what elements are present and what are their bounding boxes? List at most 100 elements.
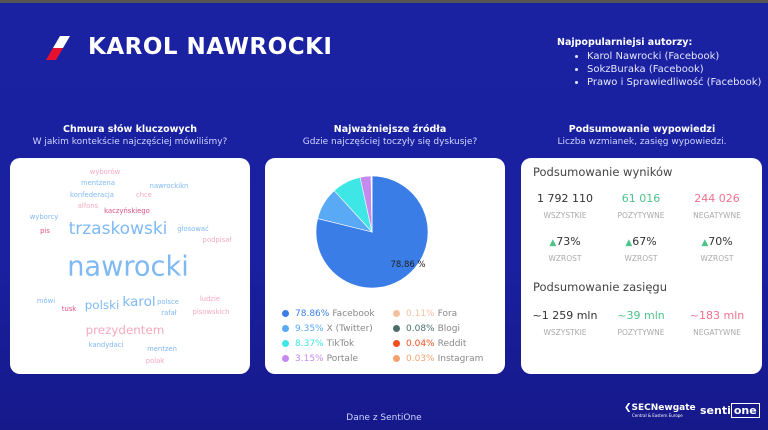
legend-item: 0.04% Reddit	[393, 339, 466, 349]
top-bar	[0, 0, 768, 3]
flag-logo-icon	[46, 36, 70, 60]
legend-dot-icon	[393, 310, 400, 317]
wordcloud-card: wyborów mentzena nawrockikn konfederacja chc…	[10, 158, 250, 374]
legend-dot-icon	[393, 355, 400, 362]
arrow-up-icon: ▲	[701, 238, 709, 248]
legend-item: 8.37% TikTok	[282, 339, 354, 349]
stat-value: 61 016	[621, 192, 661, 205]
reach-stat: ~39 mln POZYTYWNE	[601, 309, 681, 337]
section-subtitle: Liczba wzmianek, zasięg wypowiedzi.	[557, 137, 727, 147]
word-cloud-word: chce	[136, 191, 152, 199]
legend-item: 3.15% Portale	[282, 354, 358, 364]
word-cloud-word: prezydentem	[85, 323, 165, 337]
author-item: SokzBuraka (Facebook)	[587, 63, 761, 76]
legend-value: 3.15%	[295, 354, 324, 364]
stat-label: NEGATYWNE	[693, 328, 741, 337]
word-cloud-word: pisowskich	[192, 308, 230, 316]
legend-value: 9.35%	[295, 324, 324, 334]
word-cloud-word: wyborów	[89, 168, 121, 176]
reach-stat: ~1 259 mln WSZYSTKIE	[525, 309, 605, 337]
legend-value: 0.03%	[406, 354, 435, 364]
stat-value: ~39 mln	[617, 309, 665, 322]
legend-value: 78.86%	[295, 309, 330, 319]
stat-label: POZYTYWNE	[617, 328, 665, 337]
author-item: Prawo i Sprawiedliwość (Facebook)	[587, 76, 761, 89]
legend-value: 8.37%	[295, 339, 324, 349]
legend-label: Facebook	[332, 309, 375, 319]
arrow-up-icon: ▲	[625, 238, 633, 248]
stat-label: WZROST	[548, 254, 582, 263]
page-title: KAROL NAWROCKI	[88, 34, 333, 60]
word-cloud-word: nawrockikn	[149, 182, 189, 190]
wordcloud-heading: Chmura słów kluczowych W jakim kontekście…	[0, 124, 260, 147]
stat-label: WZROST	[700, 254, 734, 263]
stat-label: WSZYSTKIE	[543, 211, 587, 220]
stat-label: NEGATYWNE	[693, 211, 741, 220]
stat-value: ~1 259 mln	[532, 309, 598, 322]
secnewgate-logo: ❮SECNewgate Central & Eastern Europe	[624, 403, 696, 418]
reach-title: Podsumowanie zasięgu	[533, 280, 667, 294]
word-cloud-word: alfons	[77, 202, 99, 210]
legend-value: 0.11%	[406, 309, 435, 319]
sources-heading: Najważniejsze źródła Gdzie najczęściej to…	[260, 124, 520, 147]
sentione-logo: senti one	[700, 403, 760, 418]
legend-label: Instagram	[437, 354, 484, 364]
footer-source: Dane z SentiOne	[346, 413, 422, 423]
legend-value: 0.04%	[406, 339, 435, 349]
stat-value: 1 792 110	[537, 192, 593, 205]
legend-dot-icon	[393, 340, 400, 347]
word-cloud-word: polsce	[157, 298, 179, 306]
word-cloud-word: podpisał	[202, 236, 232, 244]
word-cloud-word: nawrocki	[67, 251, 189, 283]
legend-dot-icon	[393, 325, 400, 332]
word-cloud-word: karol	[122, 294, 156, 310]
summary-card: Podsumowanie wyników Podsumowanie zasięg…	[521, 158, 762, 374]
reach-stat: ~183 mln NEGATYWNE	[677, 309, 757, 337]
word-cloud-word: ludzie	[199, 295, 221, 303]
word-cloud-word: głosować	[177, 225, 209, 233]
stat-label: WSZYSTKIE	[543, 328, 587, 337]
word-cloud-word: trzaskowski	[68, 219, 168, 239]
legend-dot-icon	[282, 355, 289, 362]
legend-label: TikTok	[326, 339, 355, 349]
legend-label: X (Twitter)	[326, 324, 373, 334]
word-cloud-word: mówi	[36, 297, 56, 305]
legend-label: Reddit	[437, 339, 467, 349]
word-cloud-word: wyborcy	[29, 213, 59, 221]
word-cloud-word: mentzen	[147, 345, 177, 353]
word-cloud-word: rafał	[161, 309, 177, 317]
growth-stat: ▲73% WZROST	[525, 235, 605, 263]
legend-item: 78.86% Facebook	[282, 309, 375, 319]
word-cloud-word: kandydaci	[88, 341, 124, 349]
word-cloud-word: tusk	[61, 305, 77, 313]
word-cloud-word: konfederacja	[70, 191, 114, 199]
section-subtitle: W jakim kontekście najczęściej mówiliśmy…	[32, 137, 228, 147]
results-stat: 61 016 POZYTYWNE	[601, 192, 681, 220]
stat-value: 244 026	[694, 192, 740, 205]
section-title: Najważniejsze źródła	[333, 124, 447, 135]
section-subtitle: Gdzie najczęściej toczyły się dyskusje?	[302, 137, 478, 147]
authors-title: Najpopularniejsi autorzy:	[557, 37, 693, 48]
legend-item: 0.08% Blogi	[393, 324, 460, 334]
results-stat: 1 792 110 WSZYSTKIE	[525, 192, 605, 220]
stat-label: WZROST	[624, 254, 658, 263]
results-stat: 244 026 NEGATYWNE	[677, 192, 757, 220]
stat-label: POZYTYWNE	[617, 211, 665, 220]
stat-value: ▲70%	[701, 235, 733, 248]
stat-value: ▲67%	[625, 235, 657, 248]
section-title: Chmura słów kluczowych	[63, 124, 197, 135]
growth-stat: ▲67% WZROST	[601, 235, 681, 263]
word-cloud-word: polski	[84, 298, 120, 312]
legend-dot-icon	[282, 310, 289, 317]
growth-stat: ▲70% WZROST	[677, 235, 757, 263]
word-cloud-word: pis	[40, 227, 50, 235]
legend-dot-icon	[282, 325, 289, 332]
pie-chart: 78.86 %	[315, 175, 429, 289]
sources-card: 78.86 % 78.86% Facebook 9.35% X (Twitter) 8.…	[265, 158, 505, 374]
legend-dot-icon	[282, 340, 289, 347]
legend-label: Portale	[326, 354, 358, 364]
author-item: Karol Nawrocki (Facebook)	[587, 50, 761, 63]
word-cloud-word: mentzena	[81, 179, 115, 187]
results-title: Podsumowanie wyników	[533, 165, 673, 179]
word-cloud-word: polak	[145, 357, 165, 365]
